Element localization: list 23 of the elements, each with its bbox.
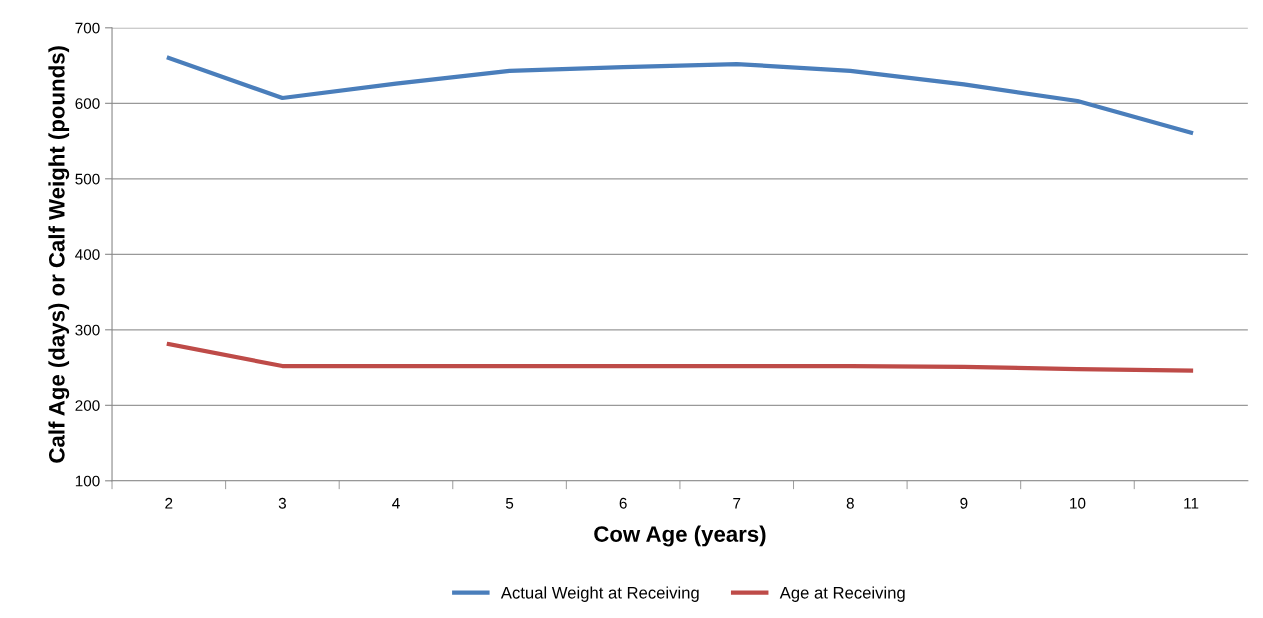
y-tick-label: 400	[75, 249, 100, 260]
x-tick-label: 10	[1070, 497, 1086, 509]
y-tick-label: 600	[75, 98, 100, 109]
x-axis-title: Cow Age (years)	[594, 525, 766, 547]
y-tick-label: 500	[75, 173, 100, 185]
y-tick-label: 300	[75, 324, 100, 336]
y-tick-label: 200	[75, 400, 100, 411]
x-tick-label: 7	[733, 498, 741, 509]
line-series	[166, 55, 1194, 135]
line-series	[166, 342, 1194, 373]
legend-label: Actual Weight at Receiving	[500, 586, 699, 602]
legend-label: Age at Receiving	[779, 586, 905, 602]
y-tick-label: 700	[75, 22, 100, 34]
x-tick-label: 2	[165, 497, 173, 509]
x-tick-label: 11	[1184, 498, 1199, 509]
x-tick-label: 9	[960, 497, 968, 509]
x-tick-label: 6	[619, 497, 627, 509]
x-tick-label: 8	[846, 497, 854, 509]
x-tick-label: 5	[505, 498, 514, 509]
y-tick-label: 100	[75, 475, 100, 487]
x-tick-label: 3	[278, 497, 286, 509]
x-tick-label: 4	[392, 498, 400, 509]
y-axis-title: Calf Age (days) or Calf Weight (pounds)	[48, 46, 70, 463]
